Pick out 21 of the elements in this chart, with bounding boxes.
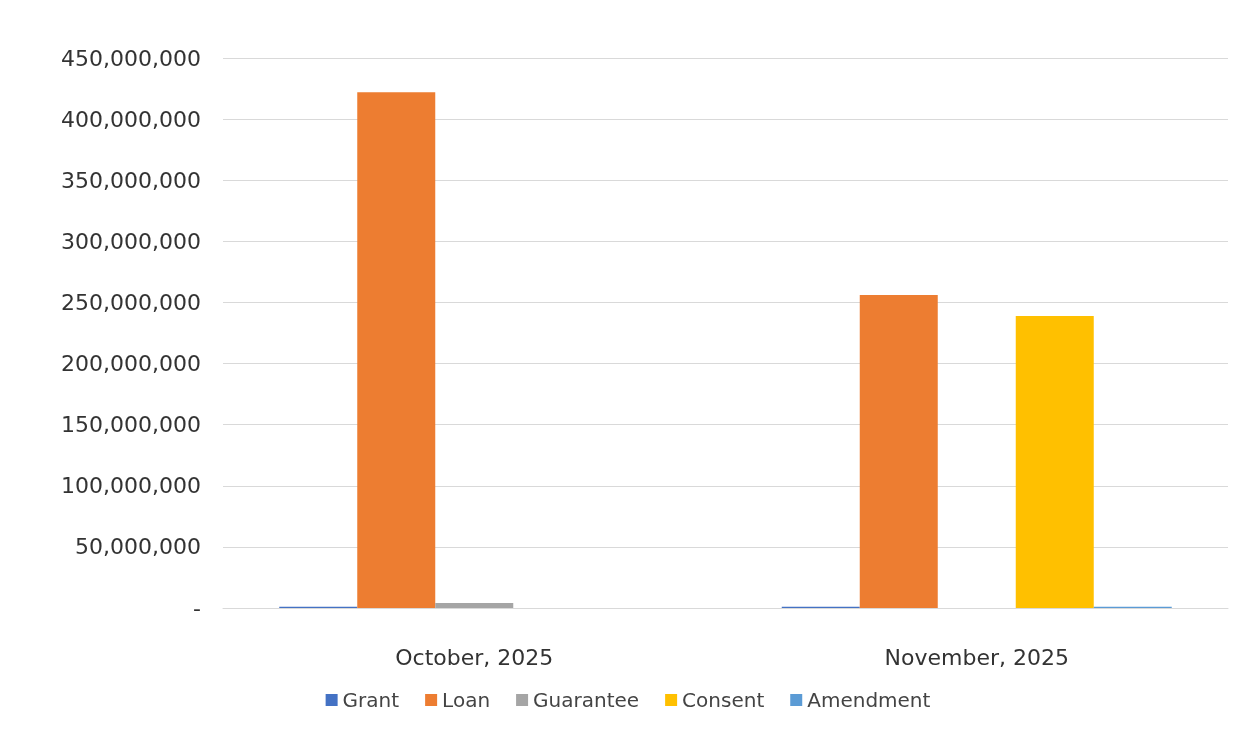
y-tick-label: 350,000,000 xyxy=(61,167,201,193)
bar xyxy=(435,603,514,608)
y-tick-label: 400,000,000 xyxy=(61,106,201,132)
bar xyxy=(1015,315,1094,608)
legend-label: Consent xyxy=(682,688,765,712)
y-tick-label: 100,000,000 xyxy=(61,473,201,499)
y-tick-label: 450,000,000 xyxy=(61,45,201,71)
y-tick-label: - xyxy=(193,595,201,621)
legend-label: Grant xyxy=(342,688,400,712)
y-tick-label: 300,000,000 xyxy=(61,228,201,254)
bar xyxy=(859,295,938,608)
x-tick-label: October, 2025 xyxy=(395,644,554,670)
bar xyxy=(357,92,436,608)
legend-label: Guarantee xyxy=(533,688,640,712)
legend-label: Amendment xyxy=(807,688,931,712)
x-tick-label: November, 2025 xyxy=(884,644,1069,670)
y-tick-label: 250,000,000 xyxy=(61,289,201,315)
y-tick-label: 150,000,000 xyxy=(61,412,201,438)
y-tick-label: 50,000,000 xyxy=(75,534,201,560)
legend-label: Loan xyxy=(442,688,491,712)
y-tick-label: 200,000,000 xyxy=(61,351,201,377)
